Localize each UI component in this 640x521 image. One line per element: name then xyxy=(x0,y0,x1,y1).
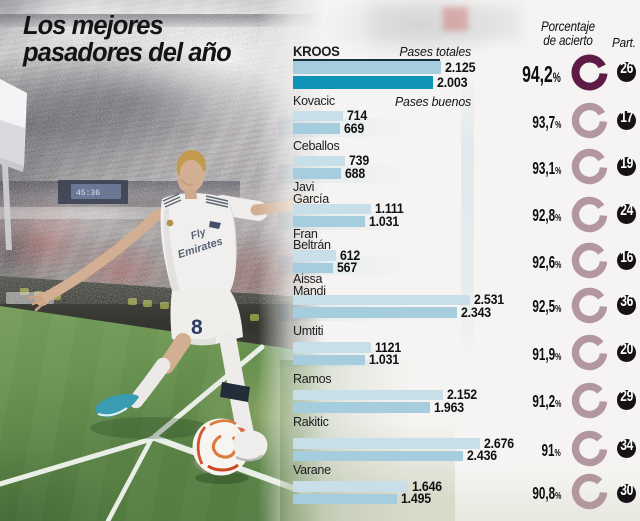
svg-text:8: 8 xyxy=(191,316,203,339)
svg-text:45:36: 45:36 xyxy=(76,189,100,198)
svg-text:Fly: Fly xyxy=(189,226,208,242)
